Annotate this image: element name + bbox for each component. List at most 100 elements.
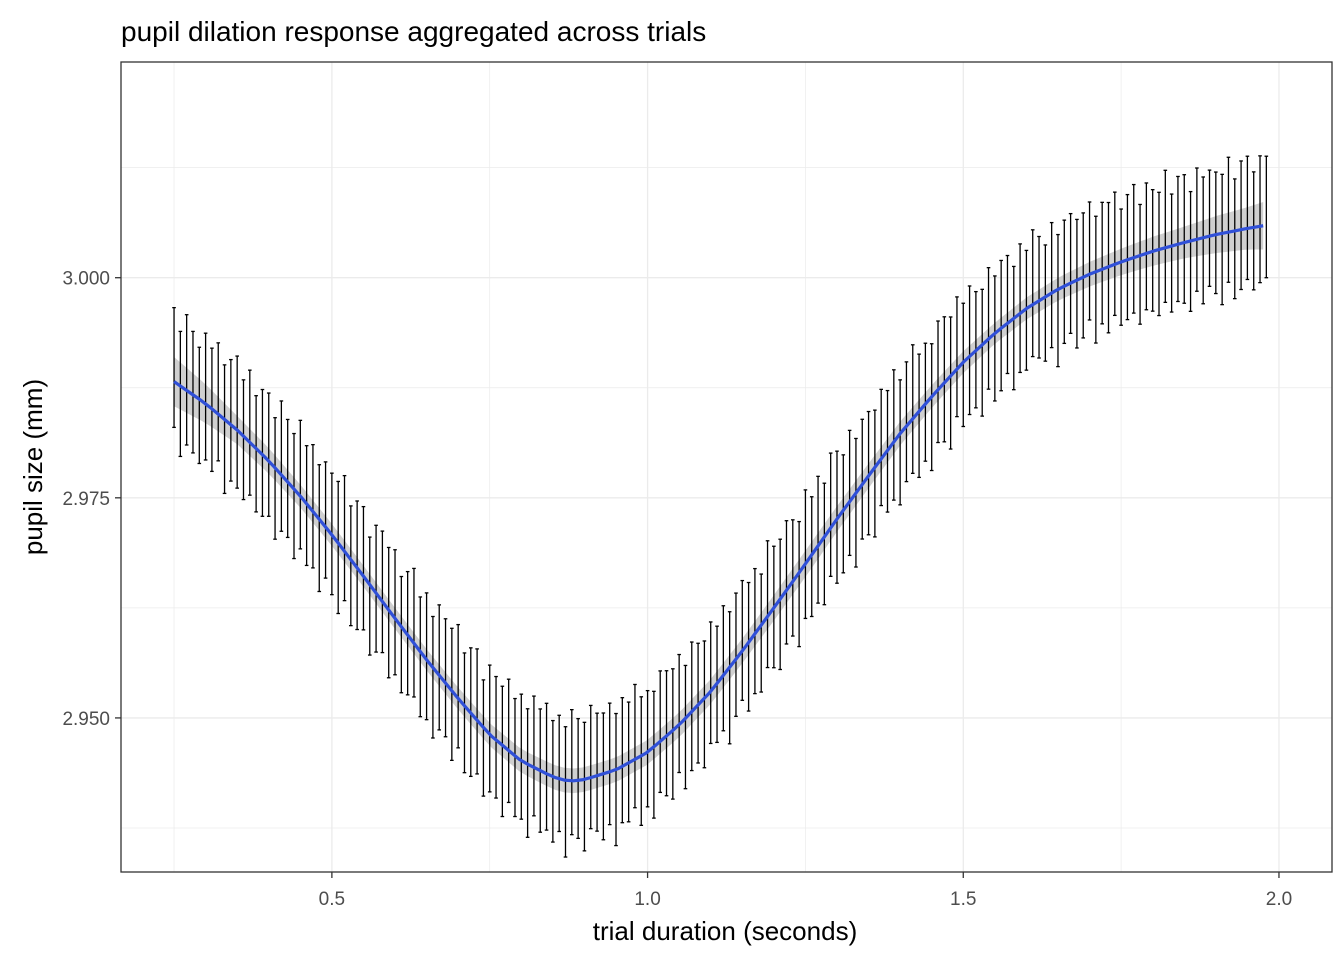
confidence-ribbon	[174, 201, 1264, 794]
error-bar	[292, 432, 296, 560]
error-bar	[1043, 244, 1048, 362]
error-bar	[999, 259, 1003, 392]
error-bar	[986, 267, 991, 390]
error-bar	[822, 482, 827, 606]
error-bar	[1188, 190, 1193, 312]
error-bar	[765, 540, 770, 669]
x-tick-label: 2.0	[1266, 889, 1292, 910]
y-tick-label: 2.975	[62, 489, 110, 510]
panel-border	[120, 61, 1333, 873]
error-bar	[1258, 155, 1262, 284]
error-bar	[1176, 175, 1180, 303]
error-bar	[910, 344, 915, 474]
error-bar	[551, 719, 555, 843]
error-bar	[955, 296, 959, 418]
x-tick-label: 0.5	[319, 889, 345, 910]
error-bar	[1144, 182, 1149, 311]
x-tick-label: 1.0	[634, 889, 660, 910]
error-bar	[443, 618, 448, 738]
error-bar	[380, 530, 385, 654]
error-bar	[1062, 219, 1067, 345]
error-bar	[216, 342, 221, 462]
error-bar	[664, 670, 669, 797]
error-bar	[645, 689, 650, 808]
error-bar	[734, 592, 738, 717]
error-bar	[456, 623, 460, 749]
y-axis: 2.950 2.975 3.000	[62, 269, 121, 730]
error-bar	[607, 702, 612, 826]
error-bar	[942, 316, 947, 443]
error-bar	[639, 696, 644, 826]
error-bar	[1220, 173, 1224, 306]
error-bar	[1264, 155, 1269, 279]
x-tick-label: 1.5	[950, 889, 976, 910]
error-bar	[879, 388, 883, 507]
error-bar	[860, 418, 865, 540]
error-bar	[191, 330, 195, 454]
error-bar	[595, 712, 599, 832]
error-bar	[1056, 233, 1060, 368]
error-bar	[500, 685, 505, 818]
error-bar	[873, 409, 877, 538]
error-bar	[620, 697, 625, 824]
error-bar	[980, 288, 985, 417]
error-bar	[1157, 191, 1161, 317]
y-tick-label: 3.000	[62, 269, 110, 290]
error-bar	[266, 392, 271, 517]
error-bar	[285, 418, 290, 539]
error-bar	[778, 538, 782, 671]
error-bar	[854, 437, 858, 568]
error-bar	[437, 604, 442, 731]
error-bar	[866, 410, 871, 536]
minor-gridlines	[121, 62, 1332, 872]
error-bar	[727, 611, 732, 745]
error-bar	[1094, 215, 1098, 344]
error-bar	[1005, 254, 1010, 375]
error-bar	[1182, 174, 1187, 304]
error-bar	[532, 695, 536, 817]
error-bar	[1075, 218, 1079, 349]
error-bar	[311, 443, 315, 569]
error-bar	[1195, 167, 1199, 292]
error-bar	[184, 314, 189, 446]
error-bar	[1251, 171, 1256, 291]
error-bar	[298, 419, 303, 550]
error-bar	[936, 320, 940, 444]
error-bar	[563, 726, 568, 858]
error-bar	[841, 454, 846, 574]
error-bar	[702, 640, 707, 769]
error-bar	[1018, 243, 1022, 374]
error-bar	[1207, 169, 1212, 287]
error-bars	[172, 155, 1269, 858]
error-bar	[967, 285, 972, 416]
error-bar	[361, 505, 366, 631]
error-bar	[197, 346, 202, 465]
error-bar	[847, 429, 852, 557]
error-bar	[1214, 171, 1218, 295]
error-bar	[525, 708, 530, 838]
error-bar	[721, 605, 726, 732]
error-bar	[948, 316, 953, 450]
y-axis-label: pupil size (mm)	[18, 379, 48, 555]
error-bar	[784, 520, 789, 645]
error-bar	[961, 302, 966, 428]
smooth-line-layer	[173, 224, 1264, 783]
error-bar	[1037, 235, 1041, 359]
error-bar	[1163, 169, 1168, 304]
error-bar	[248, 369, 252, 496]
error-bar	[412, 567, 416, 698]
error-bar	[355, 500, 359, 631]
error-bar	[235, 355, 239, 489]
error-bar	[241, 379, 246, 501]
error-bar	[892, 369, 896, 501]
error-bar	[462, 652, 467, 774]
x-axis-label: trial duration (seconds)	[593, 916, 857, 946]
error-bar	[342, 474, 347, 602]
smooth-line	[173, 224, 1264, 783]
error-bar	[557, 714, 561, 833]
error-bar	[588, 704, 593, 830]
error-bar	[399, 575, 404, 694]
error-bar	[993, 275, 997, 402]
error-bar	[601, 712, 606, 841]
